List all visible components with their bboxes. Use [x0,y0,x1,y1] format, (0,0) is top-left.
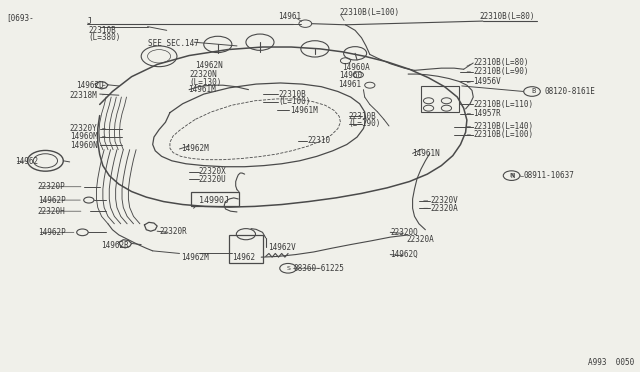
Text: 14961M: 14961M [290,106,317,115]
Text: 14960: 14960 [339,71,362,80]
Text: 14962U: 14962U [76,81,104,90]
Text: 22320U: 22320U [198,175,227,184]
Text: 22310B(L=140): 22310B(L=140) [473,122,533,131]
Text: 22310B(L=90): 22310B(L=90) [473,67,529,76]
Text: 22320R: 22320R [159,227,187,236]
Text: 22310B: 22310B [278,90,307,99]
Text: (L=100): (L=100) [278,97,311,106]
Text: 14962: 14962 [232,253,255,262]
Text: 14961N: 14961N [413,149,440,158]
Text: [0693-: [0693- [6,13,33,22]
Text: 14961: 14961 [278,12,301,21]
Text: 14962P: 14962P [38,228,65,237]
Text: 14957R: 14957R [473,109,501,118]
Text: 14962R: 14962R [102,241,129,250]
Text: 14960M: 14960M [70,132,97,141]
Text: 14962N: 14962N [195,61,223,70]
Text: 14960N: 14960N [70,141,97,150]
Text: 22320N: 22320N [189,70,217,79]
Text: 22310B(L=100): 22310B(L=100) [339,8,399,17]
Text: 22320V: 22320V [431,196,458,205]
Text: 08120-8161E: 08120-8161E [545,87,596,96]
Text: 22320Y: 22320Y [70,124,97,133]
Text: SEE SEC.147: SEE SEC.147 [148,39,198,48]
Text: 22320A: 22320A [431,204,458,213]
Text: N: N [511,173,515,179]
Circle shape [524,87,540,96]
Text: 14962M: 14962M [180,144,209,153]
Text: 22310B: 22310B [89,26,116,35]
Text: (L=190): (L=190) [349,119,381,128]
Text: 22320X: 22320X [198,167,227,176]
Text: 22318M: 22318M [70,91,97,100]
Text: A993  0050: A993 0050 [588,357,634,366]
Text: 22320Q: 22320Q [390,228,418,237]
Text: 22310B: 22310B [349,112,376,121]
Text: 08911-10637: 08911-10637 [523,171,574,180]
Text: 22310B(L=80): 22310B(L=80) [473,58,529,67]
Text: N: N [509,173,514,178]
Text: 14960A: 14960A [342,63,370,72]
Text: 14962M: 14962M [180,253,209,262]
Text: 14962P: 14962P [38,196,65,205]
Text: 22310B(L=100): 22310B(L=100) [473,130,533,140]
Text: B: B [532,89,536,94]
Text: 14961M: 14961M [188,85,216,94]
Text: 22320A: 22320A [406,235,434,244]
Text: 08360-61225: 08360-61225 [293,264,344,273]
Text: J: J [87,17,92,26]
Bar [421,86,460,112]
Bar [191,192,239,206]
Text: 22320P: 22320P [38,182,65,191]
Text: 22310B(L=80): 22310B(L=80) [479,12,535,21]
Text: 22310: 22310 [307,136,330,145]
Text: 14990J: 14990J [198,196,228,205]
Text: 14956V: 14956V [473,77,501,86]
Text: 14962Q: 14962Q [390,250,418,259]
Text: 14961: 14961 [338,80,361,89]
Text: 22310B(L=110): 22310B(L=110) [473,100,533,109]
Bar [229,235,262,263]
Text: 22320H: 22320H [38,207,65,216]
Text: (L=380): (L=380) [89,33,121,42]
Text: S: S [286,266,290,271]
Text: 14962: 14962 [15,157,38,166]
Text: (L=130): (L=130) [189,78,221,87]
Text: 14962V: 14962V [268,243,296,251]
